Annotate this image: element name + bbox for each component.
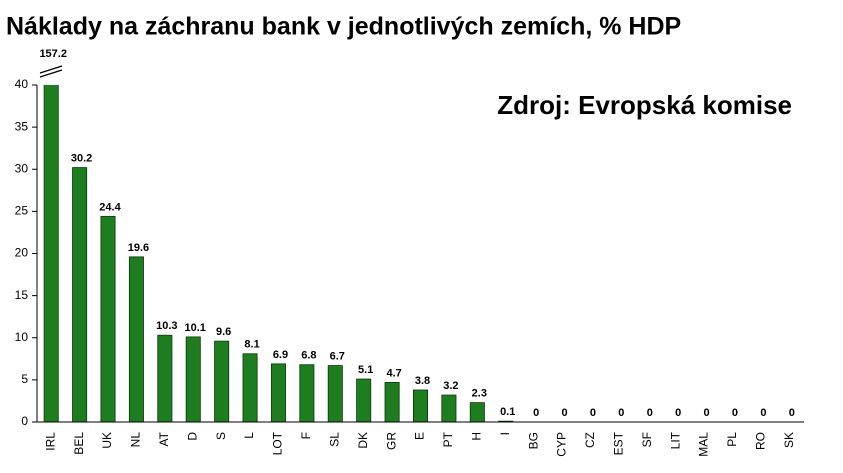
value-label: 3.8 (415, 375, 430, 387)
y-tick-label: 5 (21, 372, 28, 386)
x-tick-label: DK (356, 432, 370, 449)
y-tick-label: 0 (21, 414, 28, 428)
value-label: 10.1 (185, 322, 206, 334)
y-tick-label: 15 (15, 288, 29, 302)
x-tick-label: PL (725, 432, 739, 447)
bar (185, 336, 201, 423)
bar (72, 167, 88, 423)
value-label: 0 (561, 407, 567, 419)
bar (356, 378, 372, 423)
bar (214, 340, 230, 423)
value-label: 0 (618, 407, 624, 419)
bar (157, 334, 173, 423)
value-label: 0 (647, 407, 653, 419)
bar (412, 389, 429, 423)
value-label: 0.1 (500, 406, 515, 418)
x-tick-label: BEL (72, 432, 86, 455)
x-tick-label: NL (129, 432, 143, 448)
value-label: 19.6 (128, 242, 149, 254)
value-label: 0 (675, 407, 681, 419)
x-tick-label: PT (441, 431, 455, 447)
value-label: 0 (590, 407, 596, 419)
bar (270, 363, 286, 423)
x-tick-label: E (413, 432, 427, 440)
x-tick-label: AT (157, 431, 171, 446)
y-tick-label: 40 (15, 77, 29, 91)
x-tick-label: SF (640, 432, 654, 447)
y-tick-label: 25 (15, 204, 29, 218)
value-label: 6.7 (330, 350, 345, 362)
value-label: 2.3 (472, 388, 487, 400)
x-tick-label: EST (612, 431, 626, 455)
bar (100, 216, 116, 423)
bar (43, 85, 59, 423)
x-tick-label: GR (384, 432, 398, 450)
value-label: 30.2 (71, 152, 92, 164)
x-tick-label: SL (327, 432, 341, 447)
x-tick-label: LOT (271, 431, 285, 455)
y-tick-label: 35 (15, 119, 29, 133)
value-label: 3.2 (443, 380, 458, 392)
y-tick-label: 20 (15, 246, 29, 260)
x-tick-label: SK (782, 432, 796, 448)
x-tick-label: UK (100, 432, 114, 449)
x-tick-label: BG (526, 432, 540, 449)
x-tick-label: CYP (555, 432, 569, 457)
x-tick-label: L (242, 432, 256, 439)
value-label: 0 (732, 407, 738, 419)
value-label: 4.7 (386, 367, 401, 379)
bar (384, 382, 400, 423)
x-tick-label: MAL (697, 432, 711, 457)
x-tick-label: CZ (583, 432, 597, 448)
x-tick-label: LIT (668, 431, 682, 449)
bar (469, 402, 485, 423)
value-label: 5.1 (358, 364, 373, 376)
y-tick-label: 10 (15, 330, 29, 344)
value-label: 6.9 (273, 349, 288, 361)
x-tick-label: IRL (43, 432, 57, 451)
bar (128, 256, 144, 423)
value-label: 0 (760, 407, 766, 419)
annotation: Zdroj: Evropská komise (497, 90, 792, 120)
value-label: 9.6 (216, 326, 231, 338)
x-tick-label: H (469, 432, 483, 441)
x-tick-label: F (299, 432, 313, 439)
y-tick-label: 30 (15, 161, 29, 175)
x-tick-label: RO (754, 432, 768, 450)
bar (327, 365, 343, 423)
value-label: 0 (789, 407, 795, 419)
bar (441, 394, 457, 423)
value-label: 10.3 (156, 320, 177, 332)
value-label: 0 (533, 407, 539, 419)
value-label: 157.2 (39, 48, 67, 60)
bar (242, 353, 258, 423)
x-tick-label: S (214, 432, 228, 440)
chart-title: Náklady na záchranu bank v jednotlivých … (6, 13, 681, 41)
x-tick-label: D (185, 432, 199, 441)
x-tick-label: I (498, 432, 512, 435)
bar (299, 364, 315, 423)
axis-break (39, 65, 63, 78)
value-label: 8.1 (244, 339, 259, 351)
value-label: 24.4 (99, 201, 121, 213)
value-label: 6.8 (301, 350, 316, 362)
value-label: 0 (704, 407, 710, 419)
